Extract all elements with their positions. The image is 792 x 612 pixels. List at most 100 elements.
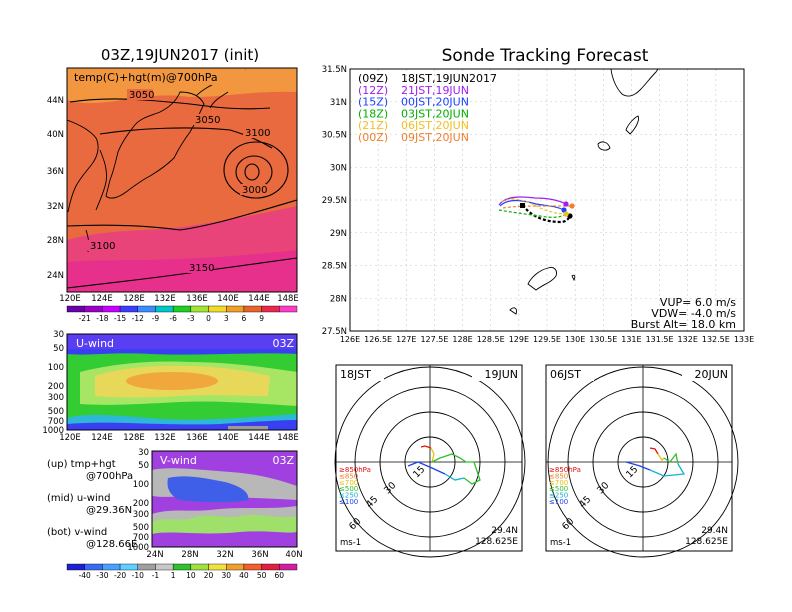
temp-map-frame (66, 67, 298, 293)
colorbar-swatch (208, 563, 227, 571)
level-legend-item: ≤850 (339, 472, 358, 480)
colorbar-swatch (208, 305, 227, 313)
lon-tick: 144E (248, 294, 270, 304)
pressure-tick: 100 (48, 363, 64, 373)
contour-label-1: 3050 (129, 90, 154, 101)
hodograph-lat: 29.4N (491, 526, 518, 536)
lon-tick: 126E (340, 335, 360, 344)
track-map (350, 69, 744, 331)
colorbar-label: -40 (79, 571, 91, 580)
island-yakushima (610, 69, 659, 97)
legend-code: (18Z) (358, 107, 388, 120)
lon-tick: 132E (154, 294, 176, 304)
hodograph-trace (657, 453, 665, 462)
lat-tick: 31N (330, 98, 347, 108)
colorbar-swatch (226, 563, 245, 571)
v-wind-frame (151, 450, 298, 548)
hodograph-right: 06JST 20JUN15304560≥850hPa≤850≤700≤500≤25… (545, 364, 739, 558)
pressure-tick: 200 (48, 382, 64, 392)
lon-tick: 124E (91, 433, 113, 443)
burst-point-marker (561, 207, 567, 213)
colorbar-label: -10 (132, 571, 144, 580)
v-wind-purple-bottom (152, 531, 297, 547)
sonde-track-line (498, 196, 567, 206)
label-background (682, 367, 730, 381)
colorbar-label: 9 (259, 314, 264, 323)
contour-low-center (244, 163, 260, 181)
colorbar-swatch (102, 563, 121, 571)
track-title: Sonde Tracking Forecast (442, 46, 649, 66)
lon-tick: 133E (734, 335, 754, 344)
hodograph-trace (444, 473, 465, 481)
track-param-burst: Burst Alt= 18.0 km (631, 318, 736, 331)
temp-map-label: temp(C)+hgt(m)@700hPa (74, 71, 218, 84)
lon-tick: 132.5E (702, 335, 730, 344)
colorbar-swatch (261, 305, 280, 313)
hodograph-unit: ms-1 (340, 538, 361, 548)
hodograph-frame (545, 364, 733, 552)
burst-point-marker (563, 201, 569, 207)
colorbar-swatch (279, 305, 298, 313)
colorbar-swatch (102, 305, 121, 313)
contour-label-6: 3150 (189, 263, 214, 274)
lat-tick: 28N (181, 550, 198, 560)
track-lon-ticks: 126E 126.5E 127E 127.5E 128E 128.5E 129E 129.5E… (340, 335, 754, 344)
sonde-track-line (502, 205, 572, 209)
hodograph-trace (430, 447, 435, 463)
lon-tick: 128E (452, 335, 472, 344)
colorbar-swatch (137, 563, 156, 571)
legend-label: 18JST,19JUN2017 (401, 72, 497, 85)
contour-3050-low (223, 141, 289, 199)
colorbar-label: 1 (171, 571, 176, 580)
temp-map-label-box (72, 70, 294, 85)
contour-label-5: 3100 (90, 241, 115, 252)
lon-tick: 127E (396, 335, 416, 344)
sonde-tracks (498, 196, 575, 224)
sonde-track-line (498, 209, 567, 218)
lat-tick: 28N (47, 236, 64, 246)
colorbar-swatch (261, 563, 280, 571)
lon-tick: 129.5E (533, 335, 561, 344)
colorbar-swatch (66, 305, 85, 313)
lon-tick: 130E (565, 335, 585, 344)
sonde-track-line (499, 199, 565, 211)
colorbar-label: -30 (96, 571, 108, 580)
lat-tick: 28N (330, 294, 347, 304)
lat-tick: 40N (285, 550, 302, 560)
hodograph-frame (335, 364, 523, 552)
sonde-track-line (501, 198, 567, 215)
level-legend-item: ≥850hPa (339, 466, 371, 474)
hodograph-trace (407, 461, 446, 475)
side-legend-mid-1: (mid) u-wind (47, 493, 110, 504)
launch-point-marker (520, 203, 525, 208)
level-legend-item: ≤500 (339, 485, 358, 493)
legend-label: 09JST,20JUN (401, 131, 469, 144)
lon-tick: 136E (186, 433, 208, 443)
pressure-tick: 50 (53, 344, 64, 354)
pressure-tick: 500 (133, 523, 149, 533)
colorbar-swatch (226, 305, 245, 313)
contour-label-3: 3100 (245, 128, 270, 139)
lat-tick: 36N (251, 550, 268, 560)
colorbar-swatch (137, 305, 156, 313)
contour-label-2: 3050 (195, 115, 220, 126)
hodograph-lat: 29.4N (701, 526, 728, 536)
pressure-tick: 700 (133, 533, 149, 543)
colorbar-swatch (84, 563, 103, 571)
legend-label: 21JST,19JUN (401, 84, 469, 97)
legend-code: (21Z) (358, 119, 388, 132)
colorbar-label: 60 (275, 571, 285, 580)
v-wind-panel (152, 451, 297, 547)
lon-tick: 127.5E (420, 335, 448, 344)
side-legend-bot-1: (bot) v-wind (47, 527, 107, 538)
pressure-tick: 30 (138, 448, 149, 458)
lat-tick: 29.5N (322, 196, 347, 206)
track-map-frame (349, 68, 745, 332)
pressure-tick: 300 (133, 510, 149, 520)
lon-tick: 148E (277, 294, 299, 304)
hodograph-unit: ms-1 (550, 538, 571, 548)
lat-tick: 30N (330, 163, 347, 173)
colorbar-swatch (119, 563, 138, 571)
lon-tick: 131.5E (646, 335, 674, 344)
